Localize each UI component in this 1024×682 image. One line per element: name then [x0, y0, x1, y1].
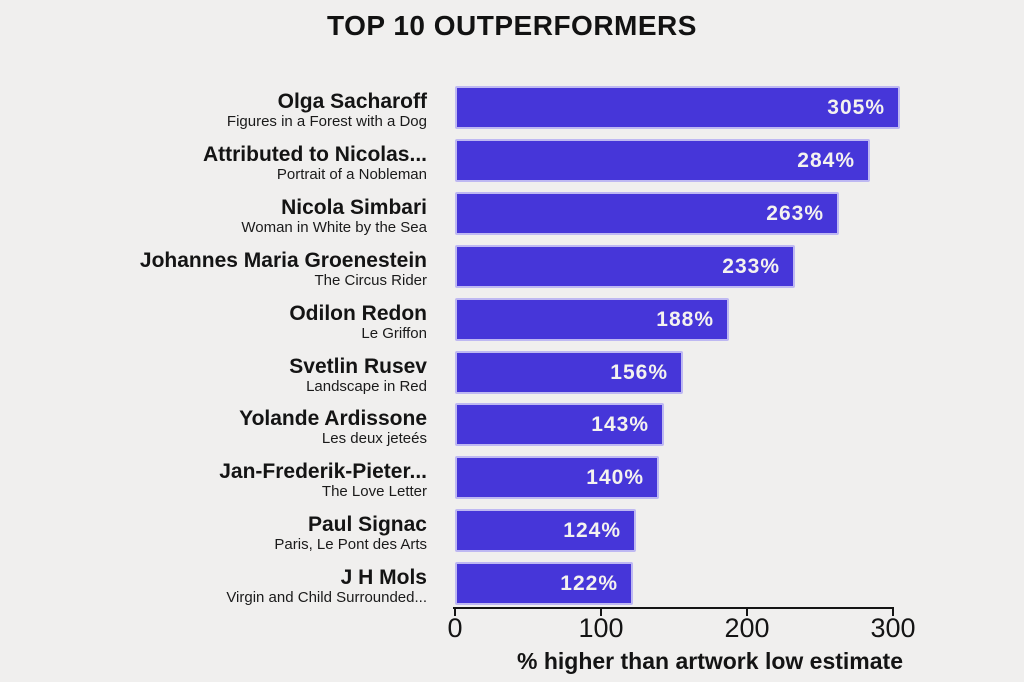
artwork-title-label: The Love Letter: [321, 482, 427, 500]
bar-row: J H Mols Virgin and Child Surrounded... …: [0, 562, 1024, 606]
bar: 284%: [455, 139, 870, 182]
artwork-title-label: The Circus Rider: [314, 271, 427, 289]
row-label: Jan-Frederik-Pieter... The Love Letter: [0, 459, 427, 500]
bar-row: Johannes Maria Groenestein The Circus Ri…: [0, 245, 1024, 289]
artist-name-label: J H Mols: [340, 565, 427, 589]
bar: 143%: [455, 403, 664, 446]
bar-row: Jan-Frederik-Pieter... The Love Letter 1…: [0, 456, 1024, 500]
artist-name-label: Odilon Redon: [289, 301, 427, 325]
bar-row: Yolande Ardissone Les deux jeteés 143%: [0, 403, 1024, 447]
artwork-title-label: Les deux jeteés: [321, 429, 427, 447]
artist-name-label: Attributed to Nicolas...: [202, 142, 427, 166]
bar-value-label: 305%: [827, 95, 885, 119]
bar-value-label: 188%: [656, 307, 714, 331]
artist-name-label: Svetlin Rusev: [289, 354, 427, 378]
x-axis-label: % higher than artwork low estimate: [517, 648, 903, 674]
x-axis-tick-label: 200: [724, 613, 770, 643]
row-label: Attributed to Nicolas... Portrait of a N…: [0, 142, 427, 183]
bar: 233%: [455, 245, 795, 288]
row-label: Yolande Ardissone Les deux jeteés: [0, 406, 427, 447]
artwork-title-label: Woman in White by the Sea: [241, 218, 427, 236]
bar-row: Olga Sacharoff Figures in a Forest with …: [0, 86, 1024, 130]
artist-name-label: Yolande Ardissone: [239, 406, 427, 430]
bar-value-label: 122%: [560, 571, 618, 595]
x-axis-tick-mark: [746, 609, 748, 616]
bar-value-label: 233%: [722, 254, 780, 278]
bar-value-label: 124%: [563, 518, 621, 542]
row-label: Olga Sacharoff Figures in a Forest with …: [0, 89, 427, 130]
bar-row: Svetlin Rusev Landscape in Red 156%: [0, 351, 1024, 395]
row-label: J H Mols Virgin and Child Surrounded...: [0, 565, 427, 606]
bar-row: Nicola Simbari Woman in White by the Sea…: [0, 192, 1024, 236]
bar-value-label: 156%: [610, 360, 668, 384]
row-label: Johannes Maria Groenestein The Circus Ri…: [0, 248, 427, 289]
artist-name-label: Paul Signac: [307, 512, 427, 536]
artist-name-label: Nicola Simbari: [281, 195, 427, 219]
row-label: Nicola Simbari Woman in White by the Sea: [0, 195, 427, 236]
bar-value-label: 143%: [591, 412, 649, 436]
bar: 188%: [455, 298, 729, 341]
row-label: Paul Signac Paris, Le Pont des Arts: [0, 512, 427, 553]
bar: 263%: [455, 192, 839, 235]
bar: 156%: [455, 351, 683, 394]
bar-value-label: 140%: [586, 465, 644, 489]
x-axis-tick-label: 300: [870, 613, 916, 643]
bar-row: Odilon Redon Le Griffon 188%: [0, 298, 1024, 342]
artwork-title-label: Paris, Le Pont des Arts: [274, 535, 427, 553]
artwork-title-label: Virgin and Child Surrounded...: [226, 588, 427, 606]
x-axis-tick-label: 100: [578, 613, 624, 643]
x-axis-tick-mark: [892, 609, 894, 616]
artwork-title-label: Le Griffon: [361, 324, 427, 342]
bar: 305%: [455, 86, 900, 129]
bar: 140%: [455, 456, 659, 499]
x-axis-tick-label: 0: [447, 613, 463, 643]
artist-name-label: Jan-Frederik-Pieter...: [219, 459, 427, 483]
x-axis-tick-mark: [600, 609, 602, 616]
artwork-title-label: Portrait of a Nobleman: [276, 165, 427, 183]
row-label: Svetlin Rusev Landscape in Red: [0, 354, 427, 395]
bar: 124%: [455, 509, 636, 552]
bar: 122%: [455, 562, 633, 605]
x-axis-tick-mark: [454, 609, 456, 616]
bar-value-label: 263%: [766, 201, 824, 225]
row-label: Odilon Redon Le Griffon: [0, 301, 427, 342]
artwork-title-label: Landscape in Red: [306, 377, 427, 395]
artwork-title-label: Figures in a Forest with a Dog: [226, 112, 427, 130]
artist-name-label: Olga Sacharoff: [277, 89, 427, 113]
bar-row: Attributed to Nicolas... Portrait of a N…: [0, 139, 1024, 183]
artist-name-label: Johannes Maria Groenestein: [139, 248, 427, 272]
x-axis-line: [453, 607, 894, 609]
bar-value-label: 284%: [797, 148, 855, 172]
chart-title: TOP 10 OUTPERFORMERS: [327, 10, 697, 41]
bar-row: Paul Signac Paris, Le Pont des Arts 124%: [0, 509, 1024, 553]
